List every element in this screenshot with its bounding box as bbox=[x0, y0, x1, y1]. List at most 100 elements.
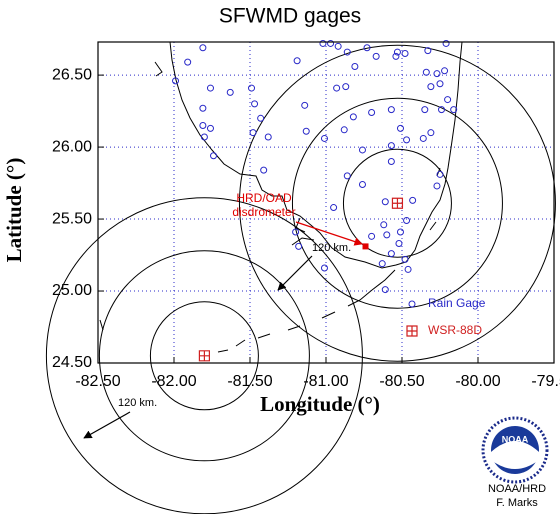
legend-label: Rain Gage bbox=[428, 296, 486, 310]
legend-label: WSR-88D bbox=[428, 323, 482, 337]
range-rings bbox=[45, 44, 556, 514]
rain-gage bbox=[433, 182, 441, 190]
rain-gage bbox=[442, 39, 450, 47]
rain-gage bbox=[444, 96, 452, 104]
x-tick-label: -81.50 bbox=[227, 373, 272, 390]
rain-gage bbox=[393, 48, 401, 56]
rain-gage bbox=[199, 44, 207, 52]
rain-gage bbox=[358, 146, 366, 154]
rain-gage bbox=[433, 70, 441, 78]
rain-gage bbox=[334, 42, 342, 50]
rain-gage bbox=[395, 240, 403, 248]
rain-gage bbox=[320, 134, 328, 142]
rain-gage bbox=[387, 250, 395, 258]
rain-gage bbox=[343, 48, 351, 56]
rain-gage bbox=[210, 152, 218, 160]
rain-gage bbox=[358, 181, 366, 189]
rain-gage bbox=[184, 58, 192, 66]
range-ring bbox=[98, 250, 310, 462]
rain-gage bbox=[424, 47, 432, 55]
rain-gage bbox=[396, 228, 404, 236]
legend-symbol bbox=[408, 300, 416, 308]
rain-gage bbox=[441, 67, 449, 75]
rain-gage bbox=[401, 255, 409, 263]
rain-gage bbox=[387, 106, 395, 114]
rain-gage bbox=[257, 114, 265, 122]
rain-gage bbox=[383, 231, 391, 239]
rain-gage bbox=[427, 129, 435, 137]
rain-gage bbox=[438, 106, 446, 114]
rain-gage bbox=[340, 126, 348, 134]
rain-gage bbox=[206, 124, 214, 132]
rain-gage bbox=[248, 84, 256, 92]
rain-gage bbox=[301, 101, 309, 109]
range-ring bbox=[291, 97, 503, 309]
x-axis-label: Longitude (°) bbox=[260, 392, 380, 416]
y-tick-label: 25.00 bbox=[52, 282, 92, 299]
annotation: 120 km. bbox=[118, 397, 157, 409]
rain-gage bbox=[387, 157, 395, 165]
rain-gage bbox=[368, 232, 376, 240]
rain-gage bbox=[378, 260, 386, 268]
rain-gage bbox=[226, 88, 234, 96]
rain-gage bbox=[199, 104, 207, 112]
rain-gage bbox=[349, 113, 357, 121]
x-tick-label: -80.00 bbox=[455, 373, 500, 390]
rain-gage bbox=[343, 172, 351, 180]
rain-gage bbox=[422, 68, 430, 76]
rain-gage bbox=[419, 134, 427, 142]
rain-gage bbox=[450, 106, 458, 114]
x-tick-label: -82.50 bbox=[75, 373, 120, 390]
x-tick-label: -81.00 bbox=[303, 373, 348, 390]
rain-gage bbox=[380, 221, 388, 229]
rain-gage bbox=[351, 62, 359, 70]
radar-site bbox=[198, 350, 210, 362]
radar-site bbox=[391, 197, 404, 209]
rain-gage bbox=[427, 83, 435, 91]
rain-gage bbox=[330, 204, 338, 212]
x-tick-label: -79.50 bbox=[531, 373, 560, 390]
rain-gage bbox=[342, 83, 350, 91]
annotations bbox=[83, 221, 363, 439]
range-ring bbox=[238, 44, 556, 362]
rain-gage bbox=[295, 242, 303, 250]
rain-gage bbox=[206, 84, 214, 92]
rain-gage bbox=[333, 84, 341, 92]
y-axis-label: Latitude (°) bbox=[2, 158, 26, 263]
rain-gage bbox=[249, 129, 257, 137]
rain-gage bbox=[320, 264, 328, 272]
rain-gage bbox=[396, 124, 404, 132]
annotation: 120 km. bbox=[312, 242, 351, 254]
rain-gage bbox=[302, 127, 310, 135]
rain-gage bbox=[293, 57, 301, 65]
annotation: disdrometer bbox=[232, 205, 295, 219]
rain-gage bbox=[381, 286, 389, 294]
rain-gage bbox=[200, 133, 208, 141]
legend: Rain Gage WSR-88D bbox=[406, 296, 486, 337]
y-tick-label: 26.00 bbox=[52, 138, 92, 155]
disdrometer bbox=[362, 243, 369, 250]
rain-gage bbox=[387, 142, 395, 150]
credit: NOAA/HRD bbox=[488, 483, 546, 495]
rain-gage bbox=[264, 133, 272, 141]
chart-title: SFWMD gages bbox=[219, 5, 361, 28]
credit: F. Marks bbox=[496, 497, 538, 509]
y-tick-label: 25.50 bbox=[52, 210, 92, 227]
rain-gage bbox=[436, 80, 444, 88]
x-tick-label: -80.50 bbox=[379, 373, 424, 390]
rain-gage bbox=[251, 100, 259, 108]
range-ring bbox=[149, 301, 259, 411]
legend-symbol bbox=[406, 325, 418, 337]
rain-gage bbox=[436, 170, 444, 178]
rain-gage bbox=[319, 39, 327, 47]
rain-gage bbox=[403, 216, 411, 224]
x-tick-label: -82.00 bbox=[151, 373, 196, 390]
logo: NOAA bbox=[481, 416, 549, 484]
annotation: HRD/OAD bbox=[236, 191, 292, 205]
coastline bbox=[99, 41, 463, 353]
rain-gage bbox=[421, 106, 429, 114]
rain-gage bbox=[401, 50, 409, 58]
rain-gage bbox=[199, 121, 207, 129]
rain-gage bbox=[292, 228, 300, 236]
